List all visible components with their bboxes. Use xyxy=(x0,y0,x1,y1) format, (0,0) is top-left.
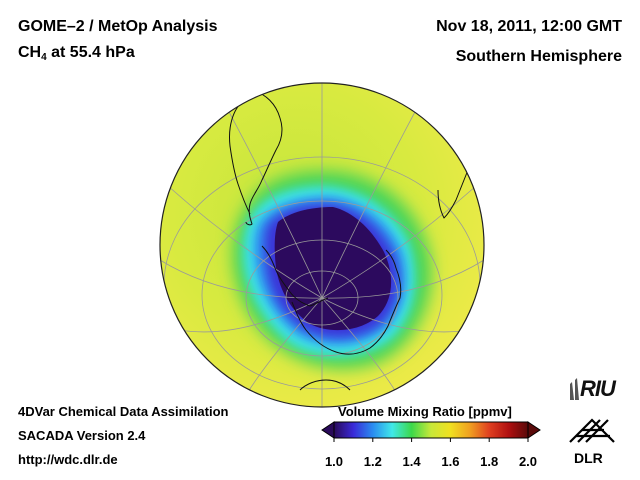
map-title: GOME–2 / MetOp Analysis xyxy=(18,18,218,35)
vortex-core xyxy=(274,207,392,331)
footer-line-2: SACADA Version 2.4 xyxy=(18,428,146,443)
antarctica-coastline xyxy=(291,249,402,355)
australia-coastline xyxy=(299,379,351,391)
species-level: at 55.4 hPa xyxy=(46,44,135,61)
riu-logo-text: RIU xyxy=(580,376,616,401)
species-subscript: 4 xyxy=(41,52,47,63)
datetime-label: Nov 18, 2011, 12:00 GMT xyxy=(436,18,622,35)
globe-disc xyxy=(160,83,484,407)
species-formula: CH xyxy=(18,44,42,61)
riu-logo-mark xyxy=(570,378,579,400)
antarctic-peninsula-coastline xyxy=(261,245,311,307)
dlr-logo-text: DLR xyxy=(574,450,603,466)
region-label: Southern Hemisphere xyxy=(455,48,622,65)
riu-logo: RIU xyxy=(566,376,628,402)
globe-outline xyxy=(159,82,485,408)
dlr-logo-icon xyxy=(569,418,615,443)
footer-link[interactable]: http://wdc.dlr.de xyxy=(18,452,118,467)
colorbar-title: Volume Mixing Ratio [ppmv] xyxy=(338,404,512,419)
footer-line-1: 4DVar Chemical Data Assimilation xyxy=(18,404,229,419)
species-label: CH4 at 55.4 hPa xyxy=(18,44,135,63)
longitude-lines xyxy=(160,83,484,407)
